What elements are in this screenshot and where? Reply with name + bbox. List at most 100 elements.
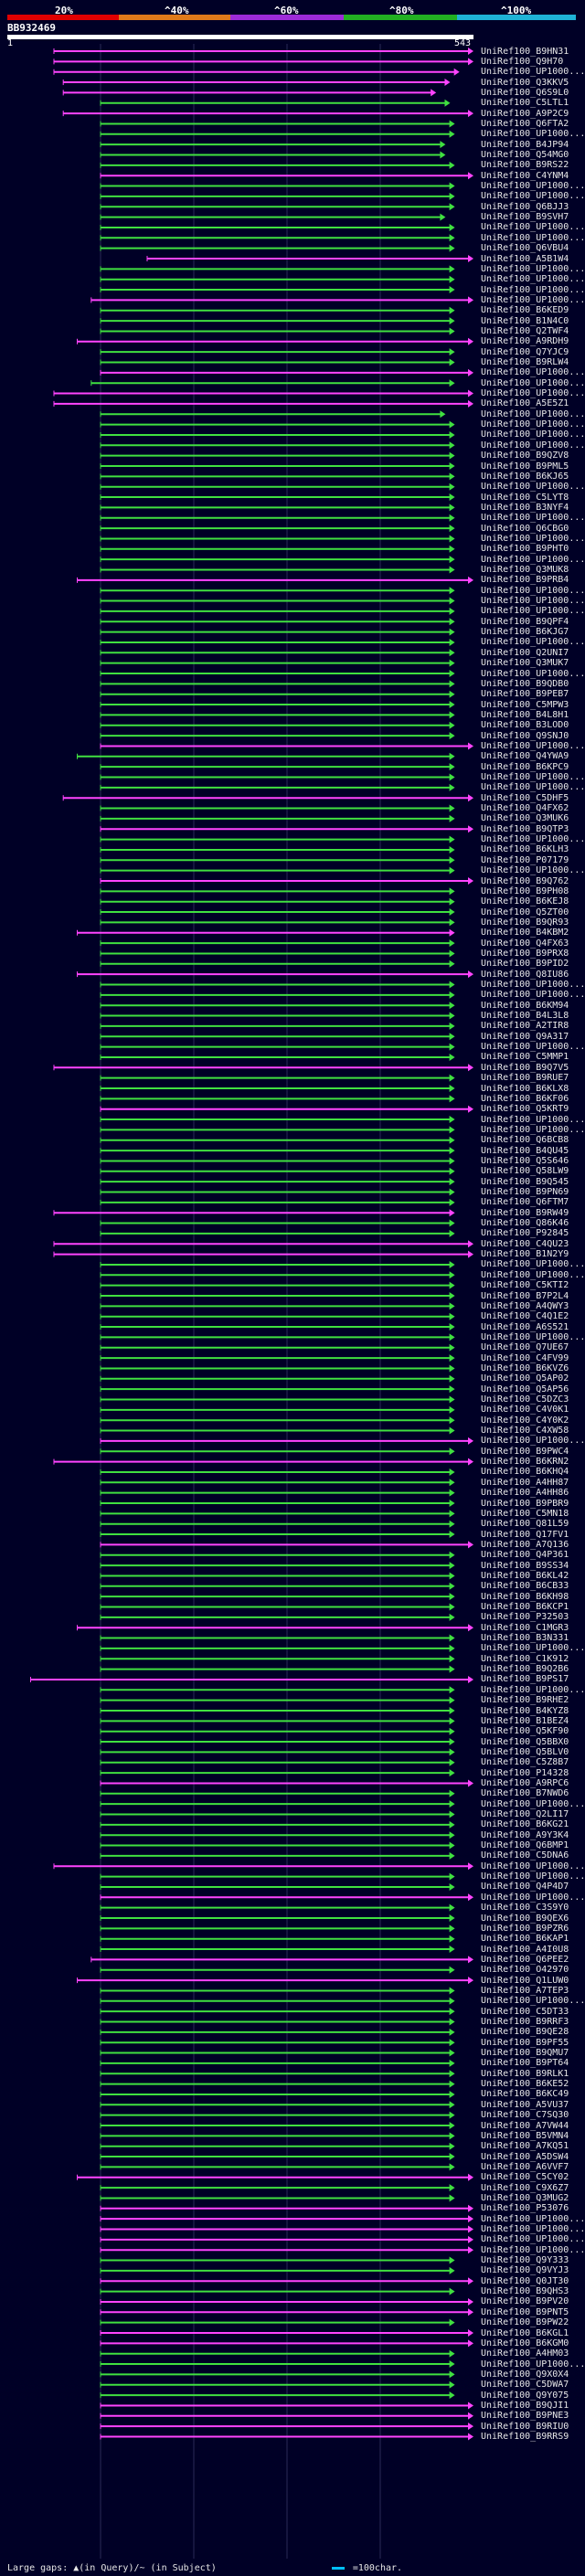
hit-label[interactable]: UniRef100_UP1000... [481,834,585,845]
hit-label[interactable]: UniRef100_C5DNA6 [481,1850,569,1861]
hit-label[interactable]: UniRef100_Q9H70 [481,56,564,67]
hit-label[interactable]: UniRef100_UP1000... [481,482,585,493]
hit-label[interactable]: UniRef100_Q9X0X4 [481,2369,569,2380]
hit-label[interactable]: UniRef100_B6KED9 [481,305,569,316]
hit-label[interactable]: UniRef100_B9QZV8 [481,451,569,461]
hit-label[interactable]: UniRef100_Q6CBG0 [481,523,569,534]
hit-label[interactable]: UniRef100_UP1000... [481,191,585,202]
hit-label[interactable]: UniRef100_C5DT33 [481,2006,569,2017]
hit-label[interactable]: UniRef100_UP1000... [481,388,585,399]
hit-label[interactable]: UniRef100_B9PZR6 [481,1923,569,1934]
hit-label[interactable]: UniRef100_Q5AP56 [481,1383,569,1394]
hit-label[interactable]: UniRef100_B7NWD6 [481,1788,569,1799]
hit-label[interactable]: UniRef100_B9QR93 [481,917,569,928]
hit-label[interactable]: UniRef100_A5DSW4 [481,2151,569,2162]
hit-label[interactable]: UniRef100_Q4P4D7 [481,1882,569,1892]
hit-label[interactable]: UniRef100_B9QJI1 [481,2400,569,2411]
hit-label[interactable]: UniRef100_A4QWY3 [481,1300,569,1311]
hit-label[interactable]: UniRef100_UP1000... [481,2244,585,2255]
hit-label[interactable]: UniRef100_C5CY02 [481,2172,569,2183]
hit-label[interactable]: UniRef100_UP1000... [481,1331,585,1342]
hit-label[interactable]: UniRef100_B6KC49 [481,2089,569,2100]
hit-label[interactable]: UniRef100_B9RUE7 [481,1073,569,1084]
hit-label[interactable]: UniRef100_UP1000... [481,377,585,388]
hit-label[interactable]: UniRef100_B6CB33 [481,1581,569,1592]
hit-label[interactable]: UniRef100_B9PF55 [481,2037,569,2048]
hit-label[interactable]: UniRef100_B6KLX8 [481,1083,569,1094]
hit-label[interactable]: UniRef100_UP1000... [481,1269,585,1280]
hit-label[interactable]: UniRef100_Q7YJC9 [481,346,569,357]
hit-label[interactable]: UniRef100_B6KEJ8 [481,896,569,907]
hit-label[interactable]: UniRef100_UP1000... [481,1124,585,1135]
hit-label[interactable]: UniRef100_C5KTI2 [481,1280,569,1291]
hit-label[interactable]: UniRef100_O42970 [481,1965,569,1976]
hit-label[interactable]: UniRef100_Q5S646 [481,1155,569,1166]
hit-label[interactable]: UniRef100_B3N331 [481,1633,569,1644]
hit-label[interactable]: UniRef100_P14328 [481,1767,569,1778]
hit-label[interactable]: UniRef100_UP1000... [481,294,585,305]
hit-label[interactable]: UniRef100_Q86K46 [481,1218,569,1229]
hit-label[interactable]: UniRef100_Q6FTA2 [481,118,569,129]
hit-label[interactable]: UniRef100_A9RPC6 [481,1777,569,1788]
hit-label[interactable]: UniRef100_B9PRB4 [481,575,569,586]
hit-label[interactable]: UniRef100_C5MMP1 [481,1052,569,1063]
hit-label[interactable]: UniRef100_B6KGM0 [481,2337,569,2348]
hit-label[interactable]: UniRef100_UP1000... [481,1684,585,1695]
hit-label[interactable]: UniRef100_UP1000... [481,1871,585,1882]
hit-label[interactable]: UniRef100_UP1000... [481,606,585,617]
hit-label[interactable]: UniRef100_UP1000... [481,1860,585,1871]
hit-label[interactable]: UniRef100_Q81L59 [481,1519,569,1530]
hit-label[interactable]: UniRef100_B5VMN4 [481,2130,569,2141]
hit-label[interactable]: UniRef100_B9PWC4 [481,1446,569,1457]
hit-label[interactable]: UniRef100_UP1000... [481,284,585,295]
hit-label[interactable]: UniRef100_C7SQ30 [481,2110,569,2121]
hit-label[interactable]: UniRef100_Q2UNI7 [481,647,569,658]
hit-label[interactable]: UniRef100_UP1000... [481,554,585,565]
hit-label[interactable]: UniRef100_C4Q1E2 [481,1311,569,1322]
hit-label[interactable]: UniRef100_UP1000... [481,1259,585,1270]
hit-label[interactable]: UniRef100_UP1000... [481,419,585,430]
hit-label[interactable]: UniRef100_UP1000... [481,1892,585,1903]
hit-label[interactable]: UniRef100_Q3MUK7 [481,658,569,669]
hit-label[interactable]: UniRef100_Q4P361 [481,1550,569,1561]
hit-label[interactable]: UniRef100_Q3MUK8 [481,565,569,575]
hit-label[interactable]: UniRef100_B9RLK1 [481,2068,569,2079]
hit-label[interactable]: UniRef100_C1K912 [481,1653,569,1664]
hit-label[interactable]: UniRef100_C5LTL1 [481,98,569,109]
hit-label[interactable]: UniRef100_UP1000... [481,980,585,990]
hit-label[interactable]: UniRef100_UP1000... [481,2234,585,2245]
hit-label[interactable]: UniRef100_Q5BLV0 [481,1746,569,1757]
hit-label[interactable]: UniRef100_UP1000... [481,585,585,596]
hit-label[interactable]: UniRef100_B9RW49 [481,1207,569,1218]
hit-label[interactable]: UniRef100_B9RRS9 [481,2432,569,2442]
hit-label[interactable]: UniRef100_B9QE28 [481,2027,569,2038]
hit-label[interactable]: UniRef100_B9PS17 [481,1674,569,1685]
hit-label[interactable]: UniRef100_C5MN18 [481,1508,569,1519]
hit-label[interactable]: UniRef100_B9PHT0 [481,544,569,555]
hit-label[interactable]: UniRef100_C4Y0K2 [481,1415,569,1426]
hit-label[interactable]: UniRef100_Q2TWF4 [481,325,569,336]
hit-label[interactable]: UniRef100_B4L3L8 [481,1011,569,1022]
hit-label[interactable]: UniRef100_Q5KF90 [481,1726,569,1737]
hit-label[interactable]: UniRef100_B1N4C0 [481,315,569,326]
hit-label[interactable]: UniRef100_B9PT64 [481,2058,569,2069]
hit-label[interactable]: UniRef100_A7VW44 [481,2120,569,2131]
hit-label[interactable]: UniRef100_B4QU45 [481,1145,569,1156]
hit-label[interactable]: UniRef100_A9RDH9 [481,336,569,347]
hit-label[interactable]: UniRef100_B9SVH7 [481,212,569,223]
hit-label[interactable]: UniRef100_UP1000... [481,533,585,544]
hit-label[interactable]: UniRef100_B9PEB7 [481,689,569,700]
hit-label[interactable]: UniRef100_C1MGR3 [481,1622,569,1633]
hit-label[interactable]: UniRef100_UP1000... [481,2359,585,2369]
hit-label[interactable]: UniRef100_A2TIR8 [481,1021,569,1032]
hit-label[interactable]: UniRef100_C5DHF5 [481,792,569,803]
hit-label[interactable]: UniRef100_B9PRX8 [481,948,569,959]
hit-label[interactable]: UniRef100_A4HH87 [481,1477,569,1488]
hit-label[interactable]: UniRef100_Q4FX62 [481,803,569,814]
hit-label[interactable]: UniRef100_B6KLH3 [481,844,569,855]
hit-label[interactable]: UniRef100_Q1LUW0 [481,1975,569,1986]
hit-label[interactable]: UniRef100_C4V0K1 [481,1405,569,1415]
hit-label[interactable]: UniRef100_Q8IU86 [481,969,569,980]
hit-label[interactable]: UniRef100_A5VU37 [481,2099,569,2110]
hit-label[interactable]: UniRef100_B9PBR9 [481,1498,569,1509]
